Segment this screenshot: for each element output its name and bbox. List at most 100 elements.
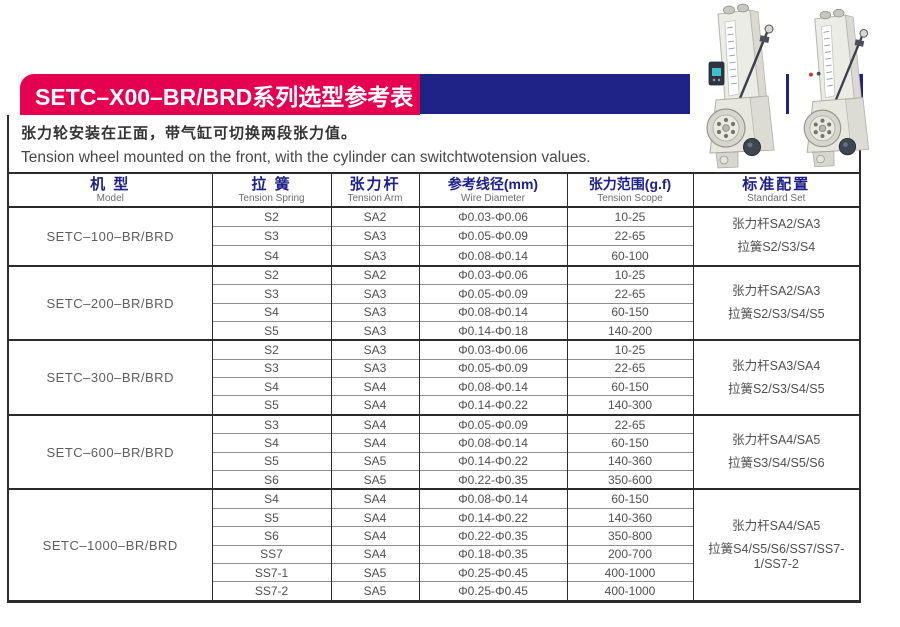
spring-cell: S2 bbox=[211, 339, 331, 360]
spring-cell: S4 bbox=[211, 488, 331, 509]
tension-controller-photo-right bbox=[803, 8, 870, 168]
col-header-model: 机 型 Model bbox=[9, 173, 212, 208]
wire-diameter-cell: Φ0.03-Φ0.06 bbox=[418, 206, 567, 227]
arm-cell: SA3 bbox=[330, 284, 419, 303]
model-cell: SETC–100–BR/BRD bbox=[9, 206, 212, 266]
arm-cell: SA2 bbox=[330, 264, 419, 285]
arm-cell: SA2 bbox=[330, 206, 419, 227]
standard-set-line: 张力杆SA4/SA5 bbox=[732, 518, 821, 533]
spring-cell: S5 bbox=[211, 451, 331, 471]
spring-cell: S4 bbox=[211, 377, 331, 396]
arm-cell: SA4 bbox=[330, 395, 419, 415]
standard-set-line: 张力杆SA4/SA5 bbox=[732, 433, 821, 448]
table-row: S4 SA3 Φ0.08-Φ0.14 60-100 bbox=[9, 245, 859, 266]
arm-cell: SA3 bbox=[330, 339, 419, 360]
arm-cell: SA5 bbox=[330, 581, 419, 602]
tension-scope-cell: 350-800 bbox=[566, 526, 693, 546]
spring-cell: S3 bbox=[211, 358, 331, 378]
wire-diameter-cell: Φ0.08-Φ0.14 bbox=[418, 245, 567, 266]
header-accent-bar bbox=[418, 74, 863, 114]
model-cell: SETC–200–BR/BRD bbox=[9, 264, 212, 341]
col-header-standard-set: 标准配置 Standard Set bbox=[692, 173, 859, 208]
page-title-banner: SETC–X00–BR/BRD系列选型参考表 bbox=[20, 74, 420, 115]
table-row: S3 SA3 Φ0.05-Φ0.09 22-65 bbox=[9, 358, 859, 378]
spring-cell: S2 bbox=[211, 206, 331, 227]
tension-scope-cell: 60-150 bbox=[566, 488, 693, 509]
tension-scope-cell: 22-65 bbox=[566, 413, 693, 434]
tension-scope-cell: 400-1000 bbox=[566, 581, 693, 602]
table-row: SETC–200–BR/BRD S2 SA2 Φ0.03-Φ0.06 10-25 张力杆S… bbox=[9, 264, 859, 341]
intro-text: 张力轮安装在正面，带气缸可切换两段张力值。 Tension wheel moun… bbox=[21, 122, 591, 167]
tension-controller-photo-left bbox=[706, 3, 775, 169]
arm-cell: SA5 bbox=[330, 470, 419, 490]
table-row: S4 SA3 Φ0.08-Φ0.14 60-150 bbox=[9, 302, 859, 322]
spring-cell: S6 bbox=[211, 470, 331, 490]
standard-set-line: 拉簧S2/S3/S4/S5 bbox=[727, 381, 825, 396]
standard-set-cell: 张力杆SA4/SA5 拉簧S4/S5/S6/SS7/SS7-1/SS7-2 bbox=[692, 488, 859, 602]
standard-set-cell: 张力杆SA2/SA3 拉簧S2/S3/S4 bbox=[692, 206, 859, 266]
arm-cell: SA4 bbox=[330, 526, 419, 546]
spring-cell: S4 bbox=[211, 245, 331, 266]
wire-diameter-cell: Φ0.03-Φ0.06 bbox=[418, 339, 567, 360]
table-header-row: 机 型 Model 拉 簧 Tension Spring 张力杆 Tension… bbox=[9, 173, 859, 208]
tension-scope-cell: 60-150 bbox=[566, 302, 693, 322]
wire-diameter-cell: Φ0.08-Φ0.14 bbox=[418, 302, 567, 322]
tension-scope-cell: 350-600 bbox=[566, 470, 693, 490]
table-row: S3 SA3 Φ0.05-Φ0.09 22-65 bbox=[9, 284, 859, 303]
arm-cell: SA3 bbox=[330, 320, 419, 341]
tension-scope-cell: 60-150 bbox=[566, 377, 693, 396]
wire-diameter-cell: Φ0.22-Φ0.35 bbox=[418, 526, 567, 546]
wire-diameter-cell: Φ0.08-Φ0.14 bbox=[418, 488, 567, 509]
tension-scope-cell: 140-300 bbox=[566, 395, 693, 415]
table-row: SS7 SA4 Φ0.18-Φ0.35 200-700 bbox=[9, 544, 859, 564]
table-row: SETC–600–BR/BRD S3 SA4 Φ0.05-Φ0.09 22-65 张力杆S… bbox=[9, 413, 859, 490]
arm-cell: SA4 bbox=[330, 488, 419, 509]
arm-cell: SA3 bbox=[330, 358, 419, 378]
table-body: SETC–100–BR/BRD S2 SA2 Φ0.03-Φ0.06 10-25 张力杆S… bbox=[9, 206, 859, 602]
spring-cell: S5 bbox=[211, 395, 331, 415]
spring-cell: S3 bbox=[211, 226, 331, 246]
table-row: S5 SA5 Φ0.14-Φ0.22 140-360 bbox=[9, 451, 859, 471]
table-row: S4 SA4 Φ0.08-Φ0.14 60-150 bbox=[9, 433, 859, 453]
col-header-wire-diameter: 参考线径(mm) Wire Diameter bbox=[418, 173, 567, 208]
table-row: S4 SA4 Φ0.08-Φ0.14 60-150 bbox=[9, 377, 859, 396]
spring-cell: S4 bbox=[211, 433, 331, 453]
table-row: S6 SA4 Φ0.22-Φ0.35 350-800 bbox=[9, 526, 859, 546]
wire-diameter-cell: Φ0.05-Φ0.09 bbox=[418, 413, 567, 434]
wire-diameter-cell: Φ0.14-Φ0.22 bbox=[418, 507, 567, 527]
spring-cell: SS7-2 bbox=[211, 581, 331, 602]
intro-line-en: Tension wheel mounted on the front, with… bbox=[21, 149, 591, 166]
page-title: SETC–X00–BR/BRD系列选型参考表 bbox=[35, 83, 414, 110]
spring-cell: S3 bbox=[211, 413, 331, 434]
spring-cell: S6 bbox=[211, 526, 331, 546]
wire-diameter-cell: Φ0.08-Φ0.14 bbox=[418, 377, 567, 396]
tension-scope-cell: 60-150 bbox=[566, 433, 693, 453]
arm-cell: SA3 bbox=[330, 226, 419, 246]
spring-cell: S3 bbox=[211, 284, 331, 303]
wire-diameter-cell: Φ0.03-Φ0.06 bbox=[418, 264, 567, 285]
arm-cell: SA3 bbox=[330, 302, 419, 322]
tension-scope-cell: 22-65 bbox=[566, 226, 693, 246]
arm-cell: SA4 bbox=[330, 377, 419, 396]
tension-scope-cell: 60-100 bbox=[566, 245, 693, 266]
arm-cell: SA5 bbox=[330, 451, 419, 471]
table-row: S5 SA4 Φ0.14-Φ0.22 140-360 bbox=[9, 507, 859, 527]
standard-set-line: 拉簧S2/S3/S4/S5 bbox=[727, 307, 825, 321]
tension-scope-cell: 10-25 bbox=[566, 339, 693, 360]
tension-scope-cell: 140-360 bbox=[566, 507, 693, 527]
spring-cell: S5 bbox=[211, 507, 331, 527]
intro-line-zh: 张力轮安装在正面，带气缸可切换两段张力值。 bbox=[21, 125, 358, 142]
standard-set-line: 拉簧S3/S4/S5/S6 bbox=[727, 456, 825, 471]
wire-diameter-cell: Φ0.14-Φ0.18 bbox=[418, 320, 567, 341]
tension-scope-cell: 140-360 bbox=[566, 451, 693, 471]
standard-set-line: 张力杆SA3/SA4 bbox=[732, 358, 821, 373]
table-row: SETC–1000–BR/BRD S4 SA4 Φ0.08-Φ0.14 60-150 张力… bbox=[9, 488, 859, 602]
table-row: S6 SA5 Φ0.22-Φ0.35 350-600 bbox=[9, 470, 859, 490]
col-header-tension-scope: 张力范围(g.f) Tension Scope bbox=[566, 173, 693, 208]
table-row: S3 SA3 Φ0.05-Φ0.09 22-65 bbox=[9, 226, 859, 246]
table-row: SETC–100–BR/BRD S2 SA2 Φ0.03-Φ0.06 10-25 张力杆S… bbox=[9, 206, 859, 266]
spring-cell: SS7-1 bbox=[211, 562, 331, 582]
wire-diameter-cell: Φ0.25-Φ0.45 bbox=[418, 581, 567, 602]
spring-cell: SS7 bbox=[211, 544, 331, 564]
